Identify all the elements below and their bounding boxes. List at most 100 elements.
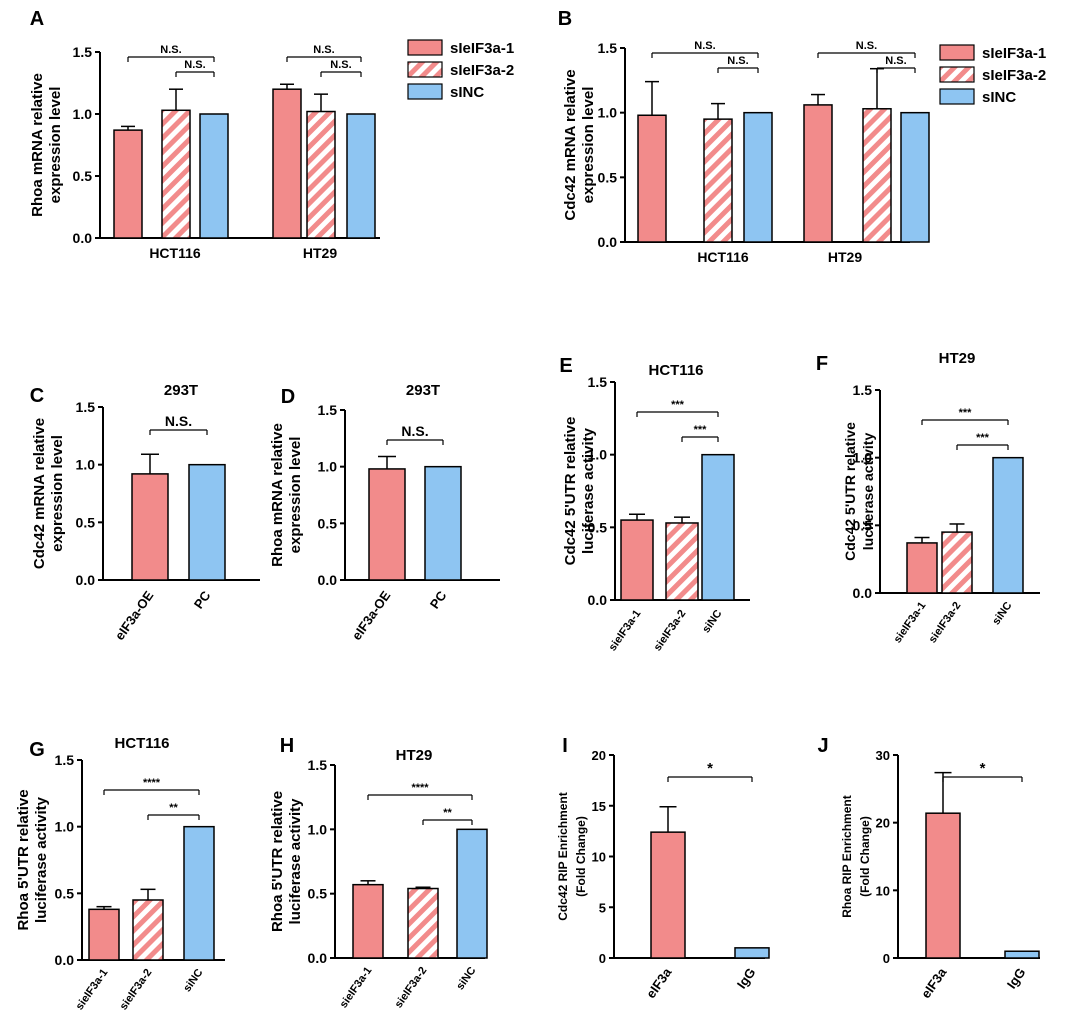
panel-e-category-label-2: sieIF3a-2 <box>652 608 689 653</box>
panel-j-ytick-label: 10 <box>876 883 890 898</box>
panel-e-ylabel-line2: luciferase activity <box>580 427 597 554</box>
panel-e-title: HCT116 <box>648 362 703 379</box>
panel-b-ytick-label: 1.0 <box>598 105 618 121</box>
panel-f-category-label-1: sieIF3a-1 <box>892 600 929 645</box>
panel-j-ytick-label: 30 <box>876 748 890 763</box>
panel-d-bar-1 <box>368 468 406 581</box>
panel-a-legend-label-1: sIeIF3a-1 <box>450 40 514 57</box>
panel-a-ytick-label: 0.5 <box>73 168 93 184</box>
panel-i-label: I <box>562 735 568 757</box>
panel-d-title: 293T <box>406 382 440 399</box>
panel-e-ytick-label: 1.5 <box>588 374 608 390</box>
panel-g-bar-1 <box>88 908 120 961</box>
panel-e-ylabel-line1: Cdc42 5'UTR relative <box>562 417 579 566</box>
panel-b-bar-hct116-3 <box>743 111 773 243</box>
panel-b-bar-ht29-3 <box>900 111 930 243</box>
panel-f-ylabel-line1: Cdc42 5'UTR relative <box>842 422 858 561</box>
panel-g-title: HCT116 <box>114 735 169 752</box>
panel-c-ylabel-line1: Cdc42 mRNA relative <box>31 418 48 569</box>
panel-a-legend-swatch-3 <box>407 83 443 100</box>
panel-c-ytick-label: 1.0 <box>76 457 96 473</box>
panel-j-ylabel-line1: Rhoa RIP Enrichment <box>840 795 854 917</box>
panel-c-bar-1 <box>131 473 169 581</box>
panel-i-category-label-2: IgG <box>734 965 759 991</box>
panel-a-significance-2-label: N.S. <box>184 59 205 71</box>
panel-d-category-label-1: eIF3a-OE <box>349 588 394 643</box>
panel-f-category-label-3: siNC <box>990 600 1014 627</box>
panel-d-significance-1-label: N.S. <box>401 423 428 439</box>
panel-b-bar-hct116-2 <box>703 118 733 243</box>
panel-g-ylabel-line1: Rhoa 5'UTR relative <box>15 789 32 930</box>
panel-g-label: G <box>29 739 45 761</box>
panel-i-ytick-label: 0 <box>599 951 606 966</box>
panel-g-significance-1-label: **** <box>143 777 161 789</box>
panel-i-ytick-label: 10 <box>592 850 606 865</box>
panel-d-ylabel-line1: Rhoa mRNA relative <box>269 423 286 567</box>
panel-e-bar-3 <box>701 453 735 601</box>
panel-d-bar-2 <box>424 465 462 581</box>
panel-a-bar-hct116-1 <box>113 129 143 239</box>
panel-b-significance-3-label: N.S. <box>856 40 877 52</box>
panel-d-label: D <box>281 386 295 408</box>
panel-j-ytick-label: 20 <box>876 816 890 831</box>
panel-d-ytick-label: 1.0 <box>318 459 338 475</box>
panel-a-legend-swatch-1 <box>407 39 443 56</box>
panel-j-category-label-1: eIF3a <box>918 964 950 1000</box>
panel-b-significance-4-label: N.S. <box>885 55 906 67</box>
panel-a-bar-hct116-2 <box>161 109 191 239</box>
panel-b-bar-hct116-1 <box>637 114 667 243</box>
panel-b-legend-swatch-3 <box>939 88 975 105</box>
panel-f-title: HT29 <box>939 350 976 367</box>
panel-f-label: F <box>816 353 828 375</box>
panel-c-title: 293T <box>164 382 198 399</box>
panel-b-category-label: HT29 <box>828 249 862 265</box>
panel-b-ylabel-line2: expression level <box>580 87 597 204</box>
panel-h-ytick-label: 1.0 <box>308 821 328 837</box>
panel-a-ylabel-line1: Rhoa mRNA relative <box>29 73 46 217</box>
panel-h-ytick-label: 1.5 <box>308 757 328 773</box>
panel-e-ytick-label: 0.0 <box>588 592 608 608</box>
panel-i-significance-1-label: * <box>707 760 713 777</box>
panel-j-ylabel-line2: (Fold Change) <box>858 816 872 897</box>
panel-g-ylabel-line2: luciferase activity <box>33 796 50 923</box>
panel-b-legend-label-3: sINC <box>982 89 1016 106</box>
panel-e-significance-1-label: *** <box>671 399 685 411</box>
panel-b-legend-label-1: sIeIF3a-1 <box>982 45 1046 62</box>
panel-a-category-label: HT29 <box>303 245 337 261</box>
panel-b-bar-ht29-2 <box>862 108 892 243</box>
panel-b-ytick-label: 0.0 <box>598 234 618 250</box>
panel-j-bar-1 <box>925 812 961 959</box>
panel-h-significance-1-label: **** <box>411 782 429 794</box>
panel-a-significance-4-label: N.S. <box>330 59 351 71</box>
panel-h-ylabel-line2: luciferase activity <box>287 798 304 925</box>
panel-c-bar-2 <box>188 463 226 581</box>
panel-f-ytick-label: 0.0 <box>853 585 873 601</box>
panel-a-bar-ht29-2 <box>306 110 336 239</box>
panel-g-ytick-label: 1.0 <box>55 819 75 835</box>
panel-h-ytick-label: 0.0 <box>308 950 328 966</box>
panel-a-significance-1-label: N.S. <box>160 44 181 56</box>
panel-a-legend-label-2: sIeIF3a-2 <box>450 62 514 79</box>
panel-h-label: H <box>280 735 294 757</box>
panel-d-ylabel-line2: expression level <box>287 437 304 554</box>
panel-e-ytick-label: 0.5 <box>588 519 608 535</box>
panel-h-title: HT29 <box>396 747 433 764</box>
panel-b-legend-swatch-2 <box>939 66 975 83</box>
panel-i-ytick-label: 20 <box>592 748 606 763</box>
panel-b-ytick-label: 0.5 <box>598 169 618 185</box>
panel-g-ytick-label: 0.0 <box>55 952 75 968</box>
panel-h-category-label-2: sieIF3a-2 <box>393 965 430 1010</box>
panel-f-significance-1-label: *** <box>959 407 973 419</box>
panel-c-category-label-2: PC <box>191 588 214 612</box>
panel-i-ylabel-line2: (Fold Change) <box>574 816 588 897</box>
panel-f-ylabel-line2: luciferase activity <box>860 433 876 551</box>
panel-d-ytick-label: 1.5 <box>318 402 338 418</box>
panel-b-significance-2-label: N.S. <box>727 55 748 67</box>
panel-a-bar-ht29-3 <box>346 113 376 239</box>
panel-g-category-label-2: sieIF3a-2 <box>118 967 155 1012</box>
panel-f-bar-2 <box>941 531 973 594</box>
panel-c-category-label-1: eIF3a-OE <box>112 588 157 643</box>
panel-b-legend-label-2: sIeIF3a-2 <box>982 67 1046 84</box>
panel-g-bar-3 <box>183 825 215 961</box>
panel-j-ytick-label: 0 <box>883 951 890 966</box>
